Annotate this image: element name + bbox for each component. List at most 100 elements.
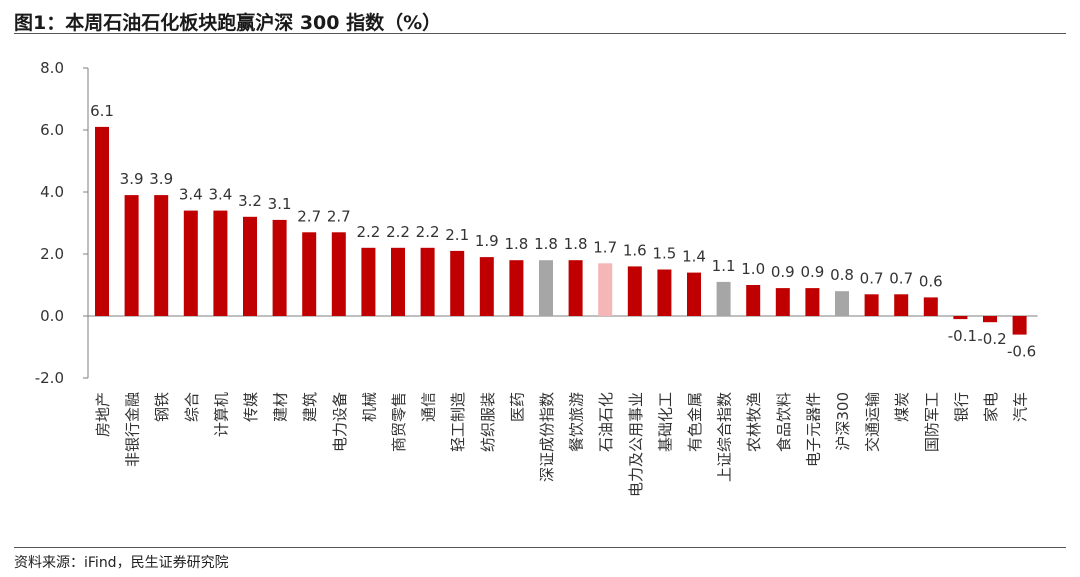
data-label: 0.8 bbox=[830, 266, 854, 284]
data-label: -0.1 bbox=[948, 327, 977, 345]
category-label: 电力及公用事业 bbox=[627, 392, 645, 497]
bar bbox=[775, 288, 790, 316]
bar bbox=[479, 257, 494, 316]
category-label: 非银行金融 bbox=[124, 392, 142, 467]
data-label: 2.7 bbox=[297, 207, 321, 225]
category-label: 石油石化 bbox=[597, 392, 615, 452]
data-label: 3.4 bbox=[208, 186, 232, 204]
y-tick-label: 0.0 bbox=[40, 307, 64, 325]
y-tick-label: -2.0 bbox=[35, 369, 64, 387]
data-label: 1.8 bbox=[534, 235, 558, 253]
bar bbox=[1012, 316, 1027, 335]
bar-chart: -2.0 0.0 2.0 4.0 6.0 8.0 6.1 房地产 3.9 非银行金融 3.9 钢铁 3.… bbox=[35, 59, 1038, 497]
data-label: 1.9 bbox=[475, 232, 499, 250]
bar bbox=[331, 232, 346, 316]
data-label: 1.6 bbox=[623, 241, 647, 259]
bar bbox=[539, 260, 553, 316]
data-label: 2.7 bbox=[327, 207, 351, 225]
data-label: 3.2 bbox=[238, 192, 262, 210]
category-label: 基础化工 bbox=[656, 392, 674, 452]
data-label: 2.2 bbox=[386, 223, 410, 241]
category-label: 汽车 bbox=[1012, 392, 1030, 422]
category-label: 餐饮旅游 bbox=[568, 392, 586, 452]
category-label: 电力设备 bbox=[331, 392, 349, 452]
y-tick-label: 8.0 bbox=[40, 59, 64, 77]
category-label: 通信 bbox=[420, 392, 438, 422]
bar bbox=[894, 294, 909, 316]
bar bbox=[953, 316, 968, 320]
footer-rule bbox=[14, 547, 1066, 548]
category-label: 房地产 bbox=[94, 392, 112, 437]
category-label: 机械 bbox=[360, 392, 378, 422]
bar bbox=[420, 247, 435, 316]
bar bbox=[923, 297, 938, 316]
y-tick-label: 2.0 bbox=[40, 245, 64, 263]
bar bbox=[183, 210, 198, 316]
bar bbox=[391, 247, 405, 316]
bar bbox=[805, 288, 820, 316]
category-label: 煤炭 bbox=[893, 392, 911, 422]
data-label: 0.7 bbox=[889, 269, 913, 287]
data-label: 1.4 bbox=[682, 248, 706, 266]
bar bbox=[272, 219, 287, 316]
data-label: 1.0 bbox=[741, 260, 765, 278]
bar bbox=[598, 263, 613, 316]
bar bbox=[864, 294, 879, 316]
bar bbox=[746, 285, 761, 316]
data-label: 0.9 bbox=[771, 263, 795, 281]
bar bbox=[687, 272, 701, 316]
data-label: 1.8 bbox=[564, 235, 588, 253]
y-tick-label: 6.0 bbox=[40, 121, 64, 139]
category-label: 商贸零售 bbox=[390, 392, 408, 452]
category-label: 综合 bbox=[183, 392, 201, 422]
data-label: 1.5 bbox=[652, 245, 676, 263]
category-label: 计算机 bbox=[212, 392, 230, 437]
data-label: 2.2 bbox=[416, 223, 440, 241]
data-label: 3.9 bbox=[149, 170, 173, 188]
category-label: 家电 bbox=[982, 392, 1000, 422]
category-label: 纺织服装 bbox=[479, 392, 497, 452]
data-label: 3.9 bbox=[120, 170, 144, 188]
title-rule bbox=[14, 33, 1066, 34]
bar bbox=[627, 266, 642, 316]
bar bbox=[124, 195, 139, 316]
data-label: 2.2 bbox=[356, 223, 380, 241]
category-label: 银行 bbox=[952, 392, 970, 422]
data-label: 0.7 bbox=[860, 269, 884, 287]
bar bbox=[243, 216, 257, 316]
bar bbox=[716, 281, 731, 316]
data-label: 0.6 bbox=[919, 272, 943, 290]
data-label: 3.1 bbox=[268, 195, 292, 213]
bar bbox=[983, 316, 997, 323]
category-label: 农林牧渔 bbox=[745, 392, 763, 452]
data-label: -0.6 bbox=[1007, 343, 1036, 361]
category-label: 上证综合指数 bbox=[716, 392, 734, 482]
category-label: 医药 bbox=[508, 392, 526, 422]
category-label: 食品饮料 bbox=[775, 392, 793, 452]
chart-title: 图1：本周石油石化板块跑赢沪深 300 指数（%） bbox=[14, 12, 442, 34]
category-label: 传媒 bbox=[242, 392, 260, 422]
data-label: 1.8 bbox=[504, 235, 528, 253]
data-label: 1.1 bbox=[712, 257, 736, 275]
category-label: 沪深300 bbox=[834, 392, 852, 451]
bar bbox=[835, 291, 849, 316]
bar bbox=[302, 232, 317, 316]
bar bbox=[509, 260, 524, 316]
data-label: 1.7 bbox=[593, 238, 617, 256]
category-label: 电子元器件 bbox=[804, 392, 822, 467]
source-note: 资料来源：iFind，民生证券研究院 bbox=[14, 555, 229, 571]
data-label: 0.9 bbox=[800, 263, 824, 281]
data-label: 3.4 bbox=[179, 186, 203, 204]
data-label: 2.1 bbox=[445, 226, 469, 244]
category-label: 国防军工 bbox=[923, 392, 941, 452]
bar bbox=[657, 269, 672, 316]
y-tick-label: 4.0 bbox=[40, 183, 64, 201]
bar bbox=[568, 260, 583, 316]
category-label: 交通运输 bbox=[864, 392, 882, 452]
bar bbox=[95, 126, 109, 317]
bar bbox=[361, 247, 376, 316]
bar bbox=[213, 210, 228, 316]
category-label: 深证成份指数 bbox=[538, 392, 556, 482]
data-label: -0.2 bbox=[977, 330, 1006, 348]
category-label: 有色金属 bbox=[686, 392, 704, 452]
